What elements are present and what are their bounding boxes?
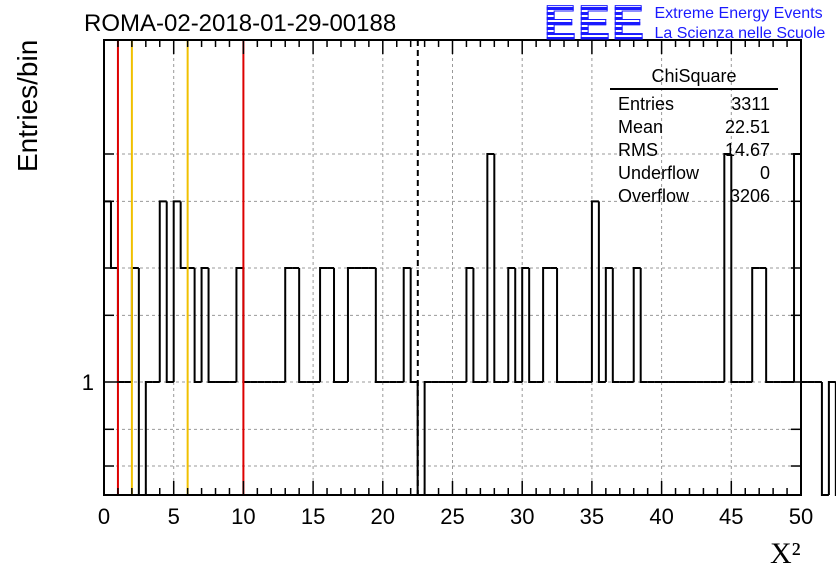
histogram-bin — [820, 382, 829, 496]
histogram-bin — [200, 267, 209, 382]
histogram-bin — [528, 268, 537, 383]
stats-row-mean: Mean 22.51 — [618, 117, 770, 137]
histogram-bin — [235, 267, 244, 382]
eee-logo-text: Extreme Energy Events La Scienza nelle S… — [655, 4, 826, 44]
stats-box: ChiSquare Entries 3311 Mean 22.51 RMS 14.67… — [610, 66, 778, 208]
histogram-bin — [597, 201, 606, 383]
histogram-bin — [751, 267, 760, 382]
x-tick-label: 35 — [580, 504, 604, 529]
histogram-bin — [765, 268, 774, 383]
histogram-bin — [423, 381, 432, 495]
histogram-bin — [116, 268, 125, 383]
histogram-bin — [639, 268, 648, 383]
x-tick-label: 0 — [98, 504, 110, 529]
stats-row-rms: RMS 14.67 — [618, 140, 770, 160]
logo-line-2: La Scienza nelle Scuole — [654, 25, 826, 42]
histogram-bin — [298, 268, 307, 383]
histogram-bin — [242, 268, 251, 383]
x-tick-label: 20 — [371, 504, 395, 529]
stats-row-entries: Entries 3311 — [618, 94, 770, 114]
histogram-bin — [604, 267, 613, 382]
x-tick-label: 15 — [301, 504, 325, 529]
x-tick-label: 50 — [789, 504, 813, 529]
histogram-bin — [542, 267, 551, 382]
eee-logo: EEE Extreme Energy Events La Scienza nel… — [543, 0, 826, 50]
histogram-bin — [409, 268, 418, 383]
stats-row-underflow: Underflow 0 — [618, 163, 770, 183]
histogram-bin — [179, 201, 188, 269]
histogram-bin — [109, 201, 118, 269]
histogram-bin — [730, 154, 739, 383]
histogram-bin — [486, 153, 495, 382]
histogram-bin — [827, 381, 836, 495]
histogram-bin — [165, 201, 174, 383]
stats-title: ChiSquare — [610, 66, 778, 90]
histogram-bin — [521, 267, 530, 382]
histogram-bin — [493, 154, 502, 383]
histogram-bin — [193, 268, 202, 383]
x-tick-label: 25 — [440, 504, 464, 529]
histogram-bin — [158, 200, 167, 382]
histogram-bin — [416, 382, 425, 496]
x-tick-label: 40 — [649, 504, 673, 529]
histogram-bin — [319, 267, 328, 382]
histogram-bin — [611, 268, 620, 383]
histogram-bin — [346, 267, 355, 382]
histogram-bin — [333, 268, 341, 383]
eee-logo-mark: EEE — [543, 0, 647, 50]
x-tick-label: 5 — [168, 504, 180, 529]
x-tick-label: 10 — [231, 504, 255, 529]
x-tick-label: 45 — [719, 504, 743, 529]
y-axis-label: Entries/bin — [12, 39, 43, 172]
histogram-bin — [284, 267, 293, 382]
histogram-bin — [556, 268, 565, 383]
histogram-bin — [507, 267, 516, 382]
x-axis-label: X² — [770, 537, 801, 570]
logo-line-1: Extreme Energy Events — [654, 5, 823, 22]
histogram-bin — [402, 267, 411, 382]
histogram-bin — [472, 268, 481, 383]
histogram-bin — [207, 268, 216, 383]
histogram-bin — [144, 381, 153, 495]
histogram-bin — [723, 153, 732, 382]
histogram-bin — [800, 154, 808, 383]
histogram-bin — [590, 200, 599, 382]
x-tick-label: 30 — [510, 504, 534, 529]
y-tick-label: 1 — [82, 370, 94, 395]
stats-row-overflow: Overflow 3206 — [618, 186, 770, 206]
plot-title: ROMA-02-2018-01-29-00188 — [84, 10, 397, 37]
histogram-bin — [103, 200, 111, 495]
histogram-bin — [465, 267, 474, 382]
histogram-bin — [374, 268, 383, 383]
histogram-bin — [172, 200, 181, 382]
histogram-bin — [632, 267, 641, 382]
histogram-bin — [514, 268, 523, 383]
histogram-bin — [130, 267, 139, 382]
